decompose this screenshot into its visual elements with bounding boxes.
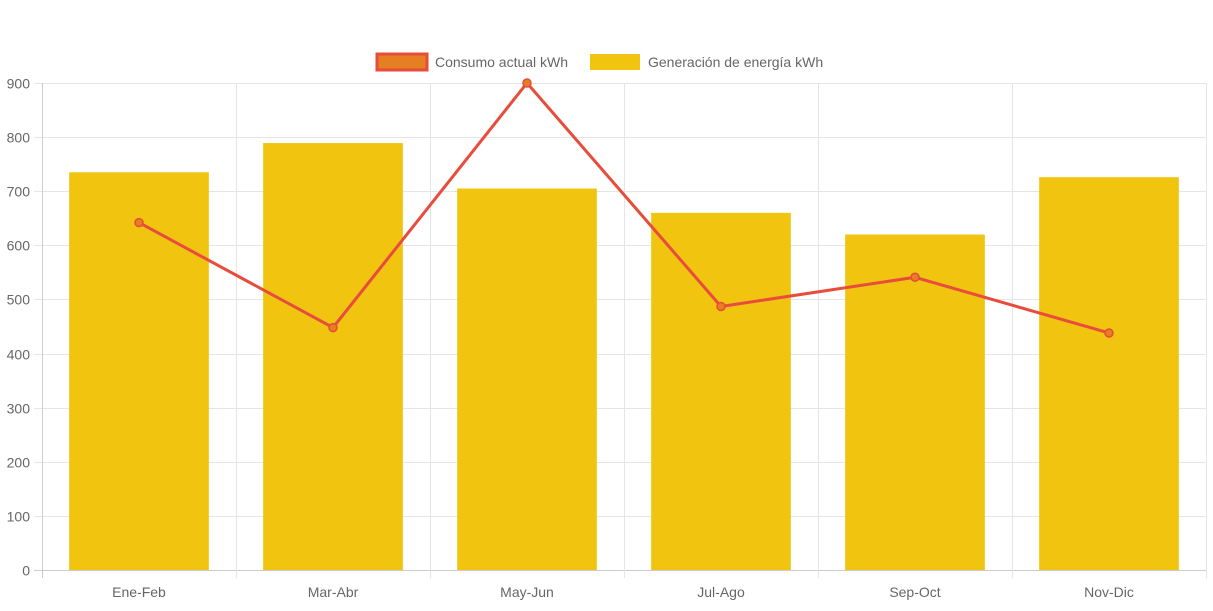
consumption-point[interactable] [522, 78, 532, 88]
x-tick-label: May-Jun [500, 584, 554, 600]
consumption-point[interactable] [910, 272, 920, 283]
x-tick-label: Mar-Abr [308, 584, 359, 600]
legend-swatch [375, 52, 429, 72]
x-tick-label: Nov-Dic [1084, 584, 1134, 600]
y-tick-label: 0 [22, 563, 30, 579]
y-tick-label: 200 [7, 455, 31, 471]
line-series [134, 78, 1114, 338]
y-tick-label: 700 [7, 184, 31, 200]
legend-item-generation[interactable]: Generación de energía kWh [590, 54, 823, 70]
y-tick-label: 800 [7, 130, 31, 146]
generation-bar[interactable] [69, 172, 209, 571]
legend-label: Consumo actual kWh [435, 54, 568, 70]
generation-bar[interactable] [457, 188, 597, 570]
legend: Consumo actual kWh Generación de energía … [375, 52, 823, 72]
grid [34, 83, 1207, 578]
generation-bar[interactable] [651, 212, 791, 570]
bar-series [69, 143, 1179, 571]
y-tick-label: 600 [7, 238, 31, 254]
y-tick-label: 400 [7, 347, 31, 363]
consumption-line [138, 81, 1110, 335]
generation-bar[interactable] [1039, 177, 1179, 571]
x-tick-label: Ene-Feb [112, 584, 166, 600]
consumption-point[interactable] [716, 301, 726, 312]
x-tick-label: Sep-Oct [889, 584, 940, 600]
consumption-point[interactable] [328, 322, 338, 333]
consumption-point[interactable] [134, 217, 144, 228]
y-tick-label: 500 [7, 292, 31, 308]
y-tick-label: 900 [7, 76, 31, 92]
x-tick-label: Jul-Ago [697, 584, 745, 600]
y-tick-label: 100 [7, 509, 31, 525]
y-tick-label: 300 [7, 401, 31, 417]
consumption-point[interactable] [1104, 328, 1114, 338]
legend-swatch [590, 54, 640, 70]
generation-bar[interactable] [263, 143, 403, 570]
legend-item-consumption[interactable]: Consumo actual kWh [375, 52, 568, 72]
legend-label: Generación de energía kWh [648, 54, 823, 70]
axes: 0 100 200 300 400 500 600 700 800 900 Ene-Feb Mar-A… [7, 76, 1134, 601]
